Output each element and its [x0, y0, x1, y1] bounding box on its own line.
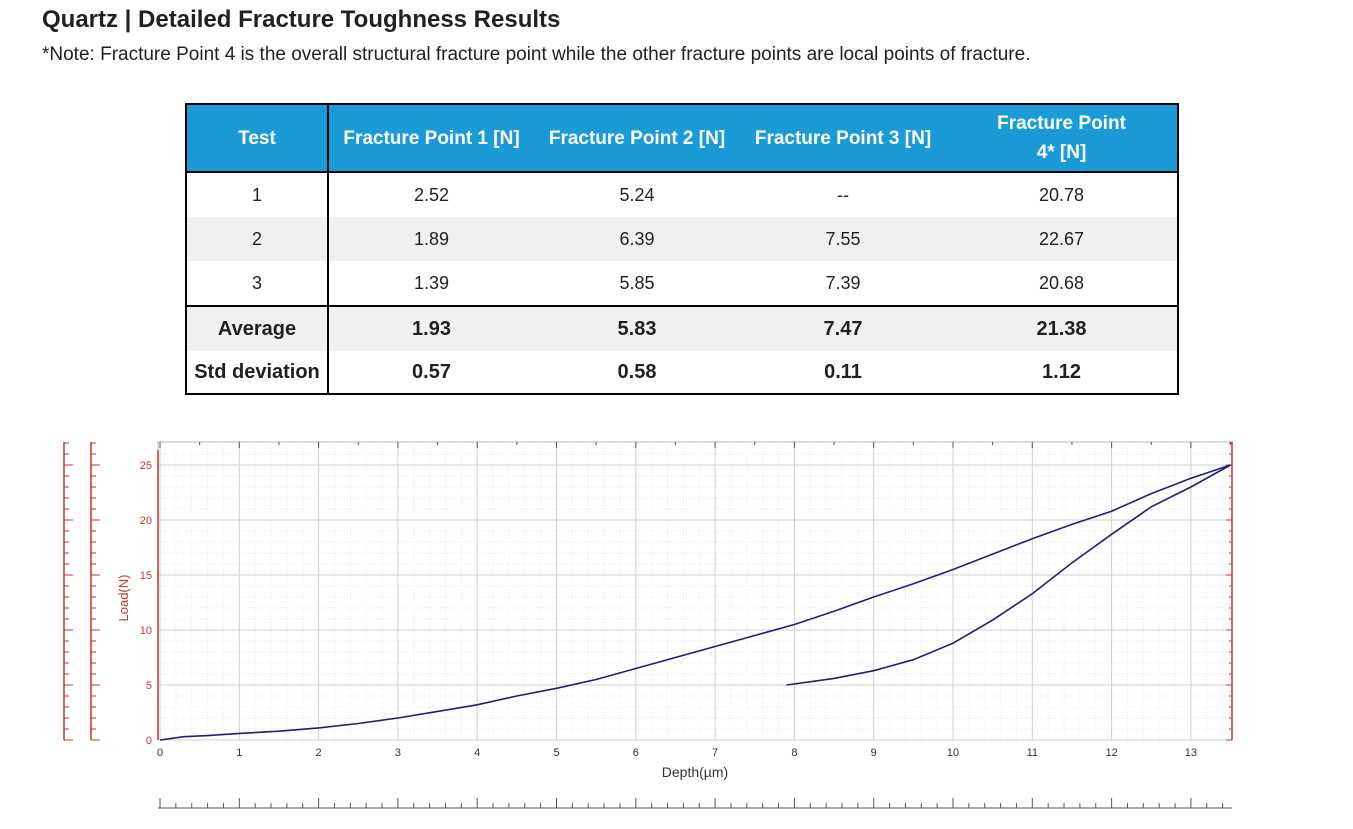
x-axis-label: Depth(µm) [662, 764, 728, 780]
table-header-row: Test Fracture Point 1 [N] Fracture Point… [186, 104, 1178, 172]
average-label: Average [186, 306, 328, 351]
table-cell: 6.39 [534, 217, 740, 261]
table-row: 1 2.52 5.24 -- 20.78 [186, 172, 1178, 217]
table-cell: 20.68 [946, 261, 1178, 306]
page-title: Quartz | Detailed Fracture Toughness Res… [42, 6, 560, 34]
table-cell: 1 [186, 172, 328, 217]
table-cell: 20.78 [946, 172, 1178, 217]
table-cell: 2 [186, 217, 328, 261]
x-tick-label: 0 [157, 747, 163, 759]
fracture-results-table: Test Fracture Point 1 [N] Fracture Point… [185, 103, 1179, 395]
x-tick-label: 7 [712, 747, 718, 759]
average-value: 7.47 [740, 306, 946, 351]
x-tick-label: 1 [236, 747, 242, 759]
x-tick-label: 13 [1185, 747, 1197, 759]
table-cell: 22.67 [946, 217, 1178, 261]
table-row: 3 1.39 5.85 7.39 20.68 [186, 261, 1178, 306]
column-header-fp4: Fracture Point 4* [N] [946, 104, 1178, 172]
y-tick-label: 20 [140, 515, 152, 527]
y-tick-label: 0 [146, 735, 152, 747]
table-cell: 1.89 [328, 217, 534, 261]
x-tick-label: 5 [553, 747, 559, 759]
load-depth-chart: 0 5 10 15 20 25 0 1 2 3 4 5 6 7 8 9 10 11 12 13 Depth(µm) Loa… [0, 420, 1353, 829]
std-value: 0.58 [534, 351, 740, 394]
table-cell: 5.85 [534, 261, 740, 306]
column-header-fp3: Fracture Point 3 [N] [740, 104, 946, 172]
column-header-fp2: Fracture Point 2 [N] [534, 104, 740, 172]
table-cell: 5.24 [534, 172, 740, 217]
table-row: 2 1.89 6.39 7.55 22.67 [186, 217, 1178, 261]
x-tick-label: 6 [633, 747, 639, 759]
average-value: 5.83 [534, 306, 740, 351]
std-value: 0.57 [328, 351, 534, 394]
table-cell: 7.39 [740, 261, 946, 306]
std-deviation-row: Std deviation 0.57 0.58 0.11 1.12 [186, 351, 1178, 394]
table-cell: -- [740, 172, 946, 217]
y-tick-label: 15 [140, 570, 152, 582]
table-cell: 3 [186, 261, 328, 306]
y-tick-label: 10 [140, 625, 152, 637]
table-cell: 1.39 [328, 261, 534, 306]
std-value: 0.11 [740, 351, 946, 394]
average-row: Average 1.93 5.83 7.47 21.38 [186, 306, 1178, 351]
y-axis-label: Load(N) [116, 575, 131, 622]
table-cell: 2.52 [328, 172, 534, 217]
column-header-fp1: Fracture Point 1 [N] [328, 104, 534, 172]
x-tick-label: 3 [395, 747, 401, 759]
x-tick-label: 4 [474, 747, 480, 759]
std-label: Std deviation [186, 351, 328, 394]
x-tick-label: 10 [947, 747, 959, 759]
y-tick-label: 5 [146, 680, 152, 692]
table-cell: 7.55 [740, 217, 946, 261]
x-tick-label: 11 [1027, 747, 1038, 759]
x-tick-label: 12 [1105, 747, 1117, 759]
average-value: 21.38 [946, 306, 1178, 351]
average-value: 1.93 [328, 306, 534, 351]
x-tick-label: 2 [316, 747, 322, 759]
y-tick-label: 25 [140, 460, 152, 472]
std-value: 1.12 [946, 351, 1178, 394]
x-tick-label: 9 [871, 747, 877, 759]
x-tick-label: 8 [791, 747, 797, 759]
page-note: *Note: Fracture Point 4 is the overall s… [42, 44, 1030, 66]
column-header-test: Test [186, 104, 328, 172]
